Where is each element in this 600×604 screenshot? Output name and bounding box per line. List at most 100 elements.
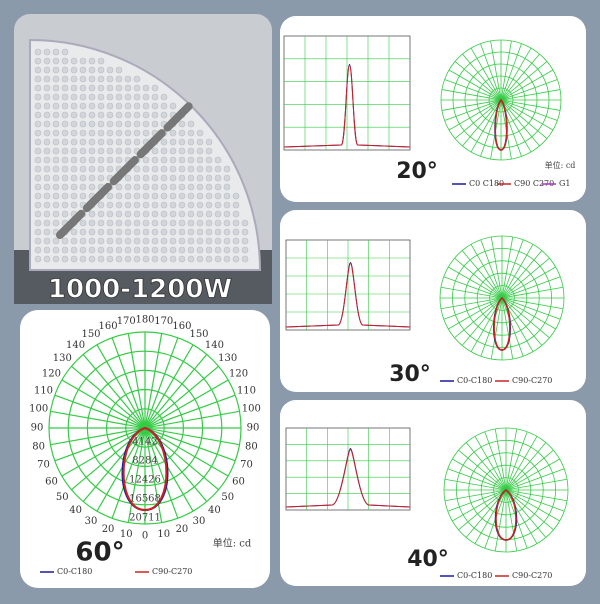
lens-dot bbox=[187, 201, 195, 209]
lens-dot bbox=[223, 183, 231, 191]
lens-dot bbox=[178, 165, 186, 173]
lens-dot bbox=[178, 228, 186, 236]
lens-dot bbox=[97, 75, 105, 83]
lens-dot bbox=[187, 120, 195, 128]
lens-dot bbox=[115, 102, 123, 110]
lens-dot bbox=[70, 183, 78, 191]
lens-dot bbox=[142, 183, 150, 191]
lens-dot bbox=[43, 57, 51, 65]
lens-dot bbox=[97, 129, 105, 137]
lens-dot bbox=[223, 246, 231, 254]
lens-dot bbox=[223, 165, 231, 173]
legend-label: C0-C180 bbox=[457, 571, 492, 580]
lens-dot bbox=[169, 174, 177, 182]
lens-dot bbox=[115, 66, 123, 74]
lens-dot bbox=[43, 138, 51, 146]
angle-label: 60 bbox=[45, 477, 58, 488]
lens-dot bbox=[34, 165, 42, 173]
lens-dot bbox=[187, 165, 195, 173]
lens-dot bbox=[124, 147, 132, 155]
lens-dot bbox=[34, 228, 42, 236]
lens-dot bbox=[124, 174, 132, 182]
lens-dot bbox=[223, 228, 231, 236]
lens-dot bbox=[79, 57, 87, 65]
lens-dot bbox=[124, 219, 132, 227]
angle-label: 60 bbox=[232, 477, 245, 488]
lens-dot bbox=[79, 174, 87, 182]
lens-dot bbox=[124, 75, 132, 83]
angle-label: 80 bbox=[32, 441, 45, 452]
lens-dot bbox=[196, 138, 204, 146]
angle-label: 10 bbox=[120, 529, 133, 540]
lens-dot bbox=[106, 192, 114, 200]
lens-dot bbox=[43, 48, 51, 56]
angle-label: 40 bbox=[69, 505, 82, 516]
lens-dot bbox=[178, 138, 186, 146]
angle-label: 20 bbox=[102, 524, 115, 535]
angle-label: 70 bbox=[240, 459, 253, 470]
lens-dot bbox=[124, 93, 132, 101]
lens-dot bbox=[43, 237, 51, 245]
lens-dot bbox=[214, 237, 222, 245]
lens-dot bbox=[142, 228, 150, 236]
lens-dot bbox=[124, 210, 132, 218]
lens-dot bbox=[124, 192, 132, 200]
lens-dot bbox=[160, 138, 168, 146]
lens-dot bbox=[124, 129, 132, 137]
lens-dot bbox=[160, 201, 168, 209]
lens-dot bbox=[160, 102, 168, 110]
lens-dot bbox=[232, 219, 240, 227]
lens-dot bbox=[34, 93, 42, 101]
angle-label: 130 bbox=[53, 353, 72, 364]
lens-dot bbox=[142, 165, 150, 173]
lens-dot bbox=[115, 246, 123, 254]
lens-dot bbox=[187, 138, 195, 146]
lens-dot bbox=[178, 129, 186, 137]
lens-dot bbox=[196, 210, 204, 218]
lens-dot bbox=[97, 102, 105, 110]
lens-dot bbox=[187, 147, 195, 155]
lens-dot bbox=[88, 93, 96, 101]
beam-angle: 30° bbox=[389, 362, 431, 387]
lens-dot bbox=[52, 192, 60, 200]
lens-dot bbox=[214, 165, 222, 173]
lens-dot bbox=[61, 138, 69, 146]
lens-dot bbox=[223, 174, 231, 182]
angle-label: 0 bbox=[142, 531, 148, 542]
intensity-label: 20711 bbox=[129, 513, 161, 524]
lens-dot bbox=[43, 201, 51, 209]
lens-dot bbox=[52, 75, 60, 83]
lens-dot bbox=[142, 237, 150, 245]
lens-dot bbox=[88, 228, 96, 236]
lens-dot bbox=[97, 138, 105, 146]
lens-dot bbox=[133, 174, 141, 182]
lens-dot bbox=[187, 156, 195, 164]
lens-dot bbox=[97, 147, 105, 155]
lens-dot bbox=[61, 75, 69, 83]
lens-dot bbox=[223, 237, 231, 245]
lens-dot bbox=[160, 93, 168, 101]
lens-dot bbox=[133, 129, 141, 137]
lens-dot bbox=[169, 192, 177, 200]
lens-dot bbox=[43, 66, 51, 74]
legend-label: C90-C270 bbox=[512, 376, 552, 385]
lens-dot bbox=[106, 147, 114, 155]
lens-dot bbox=[169, 102, 177, 110]
lens-dot bbox=[115, 219, 123, 227]
lens-dot bbox=[115, 93, 123, 101]
lens-dot bbox=[187, 237, 195, 245]
lens-dot bbox=[151, 111, 159, 119]
lens-dot bbox=[79, 246, 87, 254]
lens-dot bbox=[43, 228, 51, 236]
lens-dot bbox=[115, 75, 123, 83]
lens-dot bbox=[232, 255, 240, 263]
lens-dot bbox=[52, 138, 60, 146]
lens-dot bbox=[70, 138, 78, 146]
lens-dot bbox=[61, 129, 69, 137]
lens-dot bbox=[34, 120, 42, 128]
lens-dot bbox=[88, 102, 96, 110]
lens-dot bbox=[133, 165, 141, 173]
lens-dot bbox=[34, 48, 42, 56]
lens-dot bbox=[88, 246, 96, 254]
lens-dot bbox=[178, 147, 186, 155]
